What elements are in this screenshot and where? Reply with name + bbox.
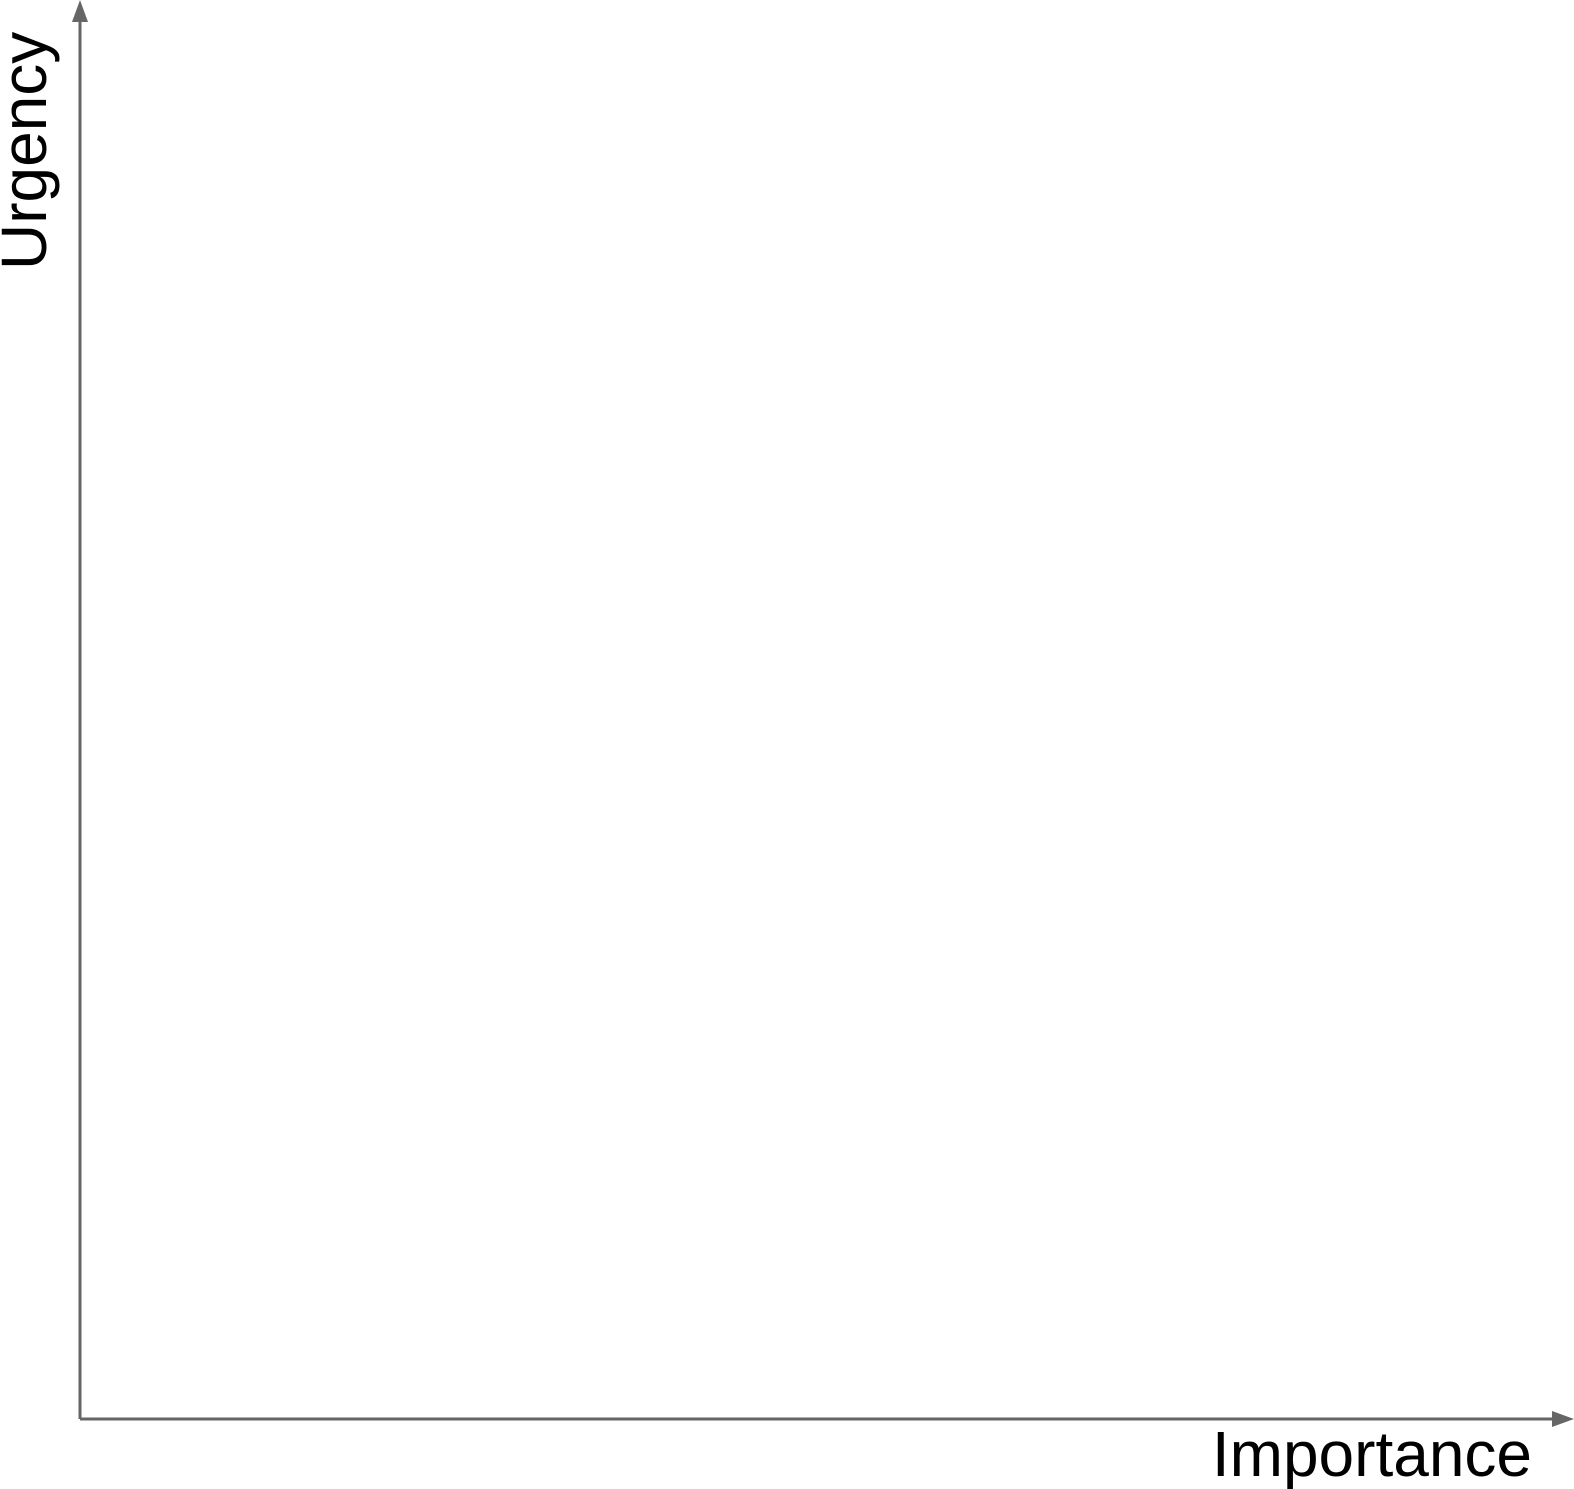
x-axis-arrowhead	[1552, 1411, 1574, 1427]
y-axis-arrowhead	[72, 0, 88, 22]
x-axis-label: Importance	[1212, 1418, 1532, 1489]
y-axis-label: Urgency	[0, 32, 60, 270]
